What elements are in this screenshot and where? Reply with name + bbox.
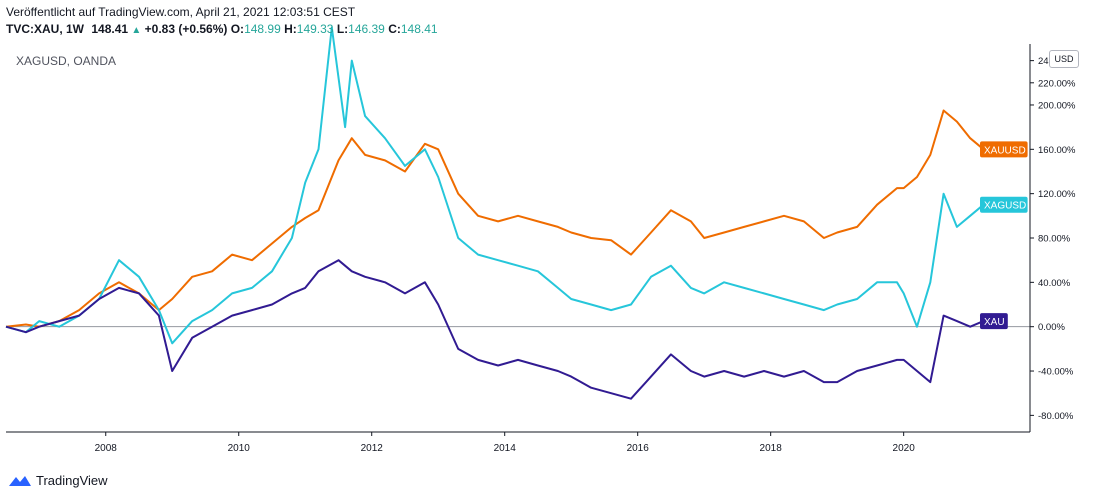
x-tick-label: 2020	[893, 443, 916, 454]
x-tick-label: 2008	[95, 443, 118, 454]
low-value: 146.39	[348, 22, 385, 36]
x-tick-label: 2014	[494, 443, 517, 454]
close-label: C:	[388, 22, 401, 36]
up-arrow-icon: ▲	[131, 25, 142, 36]
series-tag-xauusd: XAUUSD	[980, 141, 1028, 158]
x-tick-label: 2018	[760, 443, 783, 454]
footer-brand[interactable]: TradingView	[8, 473, 108, 488]
series-line-xagusd	[5, 26, 985, 345]
brand-name: TradingView	[36, 473, 108, 488]
x-tick-label: 2012	[361, 443, 384, 454]
open-label: O:	[230, 22, 245, 36]
chart-title: XAGUSD, OANDA	[16, 54, 117, 68]
y-tick-label: 120.00%	[1038, 189, 1076, 200]
svg-text:XAGUSD: XAGUSD	[984, 201, 1026, 212]
y-tick-label: -80.00%	[1038, 411, 1074, 422]
x-tick-label: 2010	[228, 443, 251, 454]
currency-badge[interactable]: USD	[1049, 50, 1079, 68]
series-tag-xagusd: XAGUSD	[980, 196, 1028, 213]
last-price: 148.41	[91, 22, 129, 36]
symbol-label[interactable]: TVC:XAU, 1W	[6, 22, 84, 36]
high-value: 149.33	[296, 22, 334, 36]
y-tick-label: 80.00%	[1038, 234, 1071, 245]
series-lines	[5, 26, 985, 400]
open-value: 148.99	[244, 22, 281, 36]
close-value: 148.41	[400, 22, 438, 36]
published-line: Veröffentlicht auf TradingView.com, Apri…	[6, 5, 356, 19]
axes: 220.00%240.00%200.00%160.00%120.00%80.00…	[6, 44, 1076, 454]
high-label: H:	[284, 22, 297, 36]
y-tick-label: 200.00%	[1038, 100, 1076, 111]
price-change: +0.83 (+0.56%)	[144, 22, 228, 36]
svg-text:XAUUSD: XAUUSD	[984, 145, 1026, 156]
x-tick-label: 2016	[627, 443, 650, 454]
y-tick-label: 160.00%	[1038, 145, 1076, 156]
y-tick-label: 40.00%	[1038, 278, 1071, 289]
chart-header: Veröffentlicht auf TradingView.com, Apri…	[6, 4, 438, 39]
svg-text:XAU: XAU	[984, 317, 1005, 328]
series-line-xau	[5, 259, 984, 400]
ticker-line: TVC:XAU, 1W 148.41 ▲ +0.83 (+0.56%) O:14…	[6, 21, 438, 39]
tradingview-logo-icon	[9, 475, 31, 486]
y-tick-label: -40.00%	[1038, 367, 1074, 378]
series-tag-xau: XAU	[980, 313, 1008, 330]
low-label: L:	[336, 22, 349, 36]
series-labels: XAUUSD XAGUSD XAU	[980, 141, 1028, 330]
y-tick-label: 220.00%	[1038, 78, 1076, 89]
series-line-xauusd	[5, 109, 985, 328]
y-tick-label: 0.00%	[1038, 322, 1065, 333]
